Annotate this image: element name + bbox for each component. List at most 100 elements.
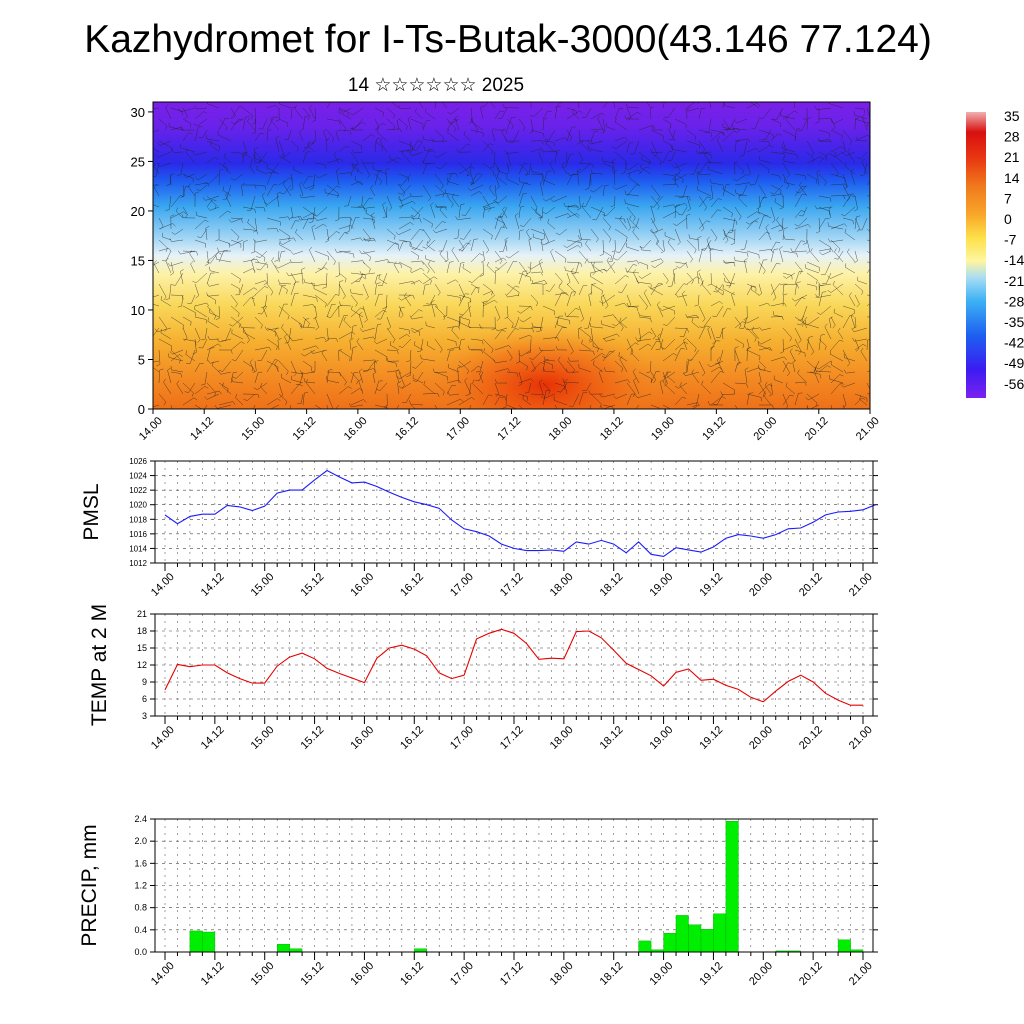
precip-bar (277, 944, 290, 953)
panel-frame (154, 613, 874, 717)
precip-bar (675, 915, 689, 953)
x-tick-label: 18.12 (598, 724, 626, 752)
x-tick-label: 17.00 (448, 571, 476, 599)
y-tick-label: 30 (131, 105, 145, 120)
x-tick-label: 16.00 (348, 724, 376, 752)
series-line (164, 628, 863, 706)
cross-section-x-axis: 14.00 14.12 15.00 15.12 16.00 16.12 17.00 17.12… (137, 409, 882, 443)
wind-barb-field (153, 102, 870, 409)
x-tick-label: 20.00 (751, 415, 779, 443)
panel-ylabel: PMSL (80, 483, 103, 540)
cross-section-panel: 0 5 10 15 20 25 30 14.00 14.12 15.00 15.12 16.00 16… (131, 101, 882, 443)
colorbar-labels: 35 28 21 14 7 0 -7 -14 -21 -28 -35 -42 -49 -56 (1004, 108, 1024, 392)
precip-bar (638, 940, 652, 953)
x-tick-label: 20.00 (747, 960, 775, 988)
colorbar-strip (966, 112, 986, 398)
colorbar-label: 21 (1004, 149, 1020, 165)
x-tick-label: 15.00 (239, 415, 267, 443)
y-tick-label: 15 (131, 253, 145, 268)
y-tick-label: 20 (131, 204, 145, 219)
y-tick-label: 25 (131, 154, 145, 169)
y-tick-label: 1022 (129, 486, 147, 495)
x-tick-label: 18.00 (548, 571, 576, 599)
x-tick-label: 20.12 (803, 415, 831, 443)
x-tick-label: 16.12 (398, 960, 426, 988)
x-tick-label: 19.12 (700, 415, 728, 443)
colorbar-label: -35 (1004, 314, 1024, 330)
x-tick-label: 17.12 (498, 571, 526, 599)
colorbar-label: -42 (1004, 335, 1024, 351)
y-tick-label: 0.8 (134, 903, 147, 913)
y-tick-label: 18 (137, 626, 147, 636)
colorbar-label: -7 (1004, 232, 1017, 248)
y-tick-label: 1014 (129, 544, 147, 553)
x-tick-label: 20.12 (797, 724, 825, 752)
colorbar-label: -28 (1004, 293, 1024, 309)
precip-bar (725, 821, 739, 953)
x-tick-label: 21.00 (847, 724, 875, 752)
x-tick-label: 14.00 (149, 571, 177, 599)
x-tick-label: 19.12 (697, 724, 725, 752)
x-tick-label: 17.12 (495, 415, 523, 443)
x-tick-label: 18.00 (548, 960, 576, 988)
x-tick-label: 14.00 (149, 960, 177, 988)
x-tick-label: 15.12 (298, 960, 326, 988)
y-tick-label: 9 (142, 677, 147, 687)
x-tick-label: 18.12 (598, 571, 626, 599)
wind-barbs (153, 102, 870, 409)
x-tick-label: 14.12 (199, 724, 227, 752)
x-tick-label: 18.00 (548, 724, 576, 752)
x-tick-label: 19.00 (647, 724, 675, 752)
x-tick-label: 15.00 (249, 571, 277, 599)
y-tick-label: 1012 (129, 559, 147, 568)
x-tick-label: 18.12 (598, 960, 626, 988)
y-tick-label: 1.2 (134, 881, 147, 891)
colorbar-label: 28 (1004, 129, 1020, 145)
x-tick-label: 16.00 (348, 571, 376, 599)
x-tick-label: 14.00 (137, 415, 165, 443)
y-tick-label: 2.4 (134, 814, 147, 824)
x-tick-label: 19.00 (647, 960, 675, 988)
warm-core-blob (425, 325, 665, 409)
y-tick-label: 2.0 (134, 836, 147, 846)
y-tick-label: 3 (142, 711, 147, 721)
y-tick-label: 10 (131, 303, 145, 318)
x-tick-label: 17.12 (498, 724, 526, 752)
panel-ylabel: PRECIP, mm (78, 824, 101, 946)
y-tick-label: 12 (137, 660, 147, 670)
y-tick-label: 0.0 (134, 947, 147, 957)
x-tick-label: 17.12 (498, 960, 526, 988)
x-tick-label: 14.12 (199, 960, 227, 988)
precip-panel: 2.4 2.0 1.6 1.2 0.8 0.4 0.014.00 14.12 15.00 15.1… (78, 814, 878, 988)
precip-bar (202, 931, 216, 953)
x-tick-label: 19.00 (647, 571, 675, 599)
colorbar-label: 35 (1004, 108, 1020, 124)
x-tick-label: 19.00 (649, 415, 677, 443)
x-tick-label: 16.12 (398, 724, 426, 752)
cross-section-y-axis: 0 5 10 15 20 25 30 (131, 105, 153, 417)
x-tick-label: 18.12 (598, 415, 626, 443)
x-tick-label: 20.12 (797, 571, 825, 599)
x-tick-label: 21.00 (847, 571, 875, 599)
panel-frame (154, 818, 874, 953)
x-tick-label: 15.00 (249, 724, 277, 752)
colorbar-label: -14 (1004, 252, 1024, 268)
y-tick-label: 1.6 (134, 858, 147, 868)
colorbar-label: 7 (1004, 190, 1012, 206)
panel-frame (154, 460, 874, 564)
precip-bar (700, 929, 714, 953)
x-tick-label: 20.12 (797, 960, 825, 988)
y-tick-label: 21 (137, 609, 147, 619)
x-tick-label: 14.00 (149, 724, 177, 752)
x-tick-label: 16.12 (398, 571, 426, 599)
precip-bar (189, 930, 203, 953)
y-tick-label: 1018 (129, 515, 147, 524)
colorbar-label: 14 (1004, 170, 1020, 186)
colorbar-label: -21 (1004, 273, 1024, 289)
temp2m-panel: 21 18 15 12 9 6 314.00 14.12 15.00 15.12 16.00 16.1… (88, 604, 878, 752)
x-tick-label: 21.00 (847, 960, 875, 988)
y-tick-label: 1024 (129, 472, 147, 481)
y-tick-label: 5 (138, 352, 145, 367)
